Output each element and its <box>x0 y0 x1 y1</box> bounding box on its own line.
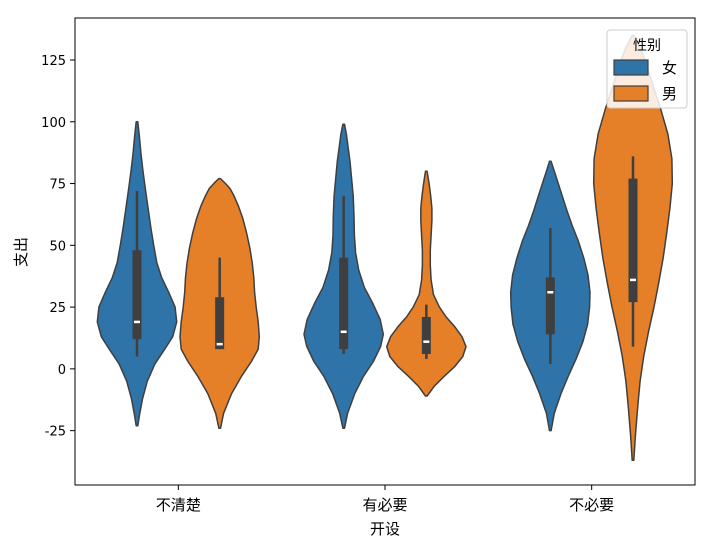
y-tick-label: 100 <box>41 116 66 131</box>
violin-iqr-box <box>339 257 349 350</box>
legend-title: 性别 <box>633 38 661 54</box>
legend-entries: 女男 <box>613 59 677 103</box>
violin-iqr-box <box>628 178 638 303</box>
y-axis-label: 支出 <box>12 237 30 267</box>
y-tick-label: 75 <box>49 178 66 193</box>
x-tick-label: 不清楚 <box>156 496 201 514</box>
legend-swatch <box>613 85 649 102</box>
violins-layer <box>96 34 674 462</box>
x-tick-label: 不必要 <box>569 496 614 514</box>
legend-label: 女 <box>662 59 677 77</box>
y-tick-label: 50 <box>49 239 66 254</box>
violin-iqr-box <box>545 277 555 335</box>
y-tick-label: 25 <box>49 301 66 316</box>
y-axis: -25 0 25 50 75 100 125 <box>41 54 75 440</box>
y-tick-label: 125 <box>41 54 66 69</box>
violin-iqr-box <box>215 297 225 350</box>
x-axis: 不清楚 有必要 不必要 <box>156 485 614 514</box>
legend: 性别 女男 <box>606 29 688 109</box>
x-tick-label: 有必要 <box>362 496 407 514</box>
violin-iqr-box <box>132 250 142 340</box>
violin-body <box>385 170 467 397</box>
y-tick-label: 0 <box>58 363 66 378</box>
y-tick-label: -25 <box>45 425 66 440</box>
x-axis-label: 开设 <box>370 520 400 538</box>
legend-label: 男 <box>662 85 677 103</box>
legend-swatch <box>613 59 649 76</box>
violin-iqr-box <box>421 316 431 355</box>
